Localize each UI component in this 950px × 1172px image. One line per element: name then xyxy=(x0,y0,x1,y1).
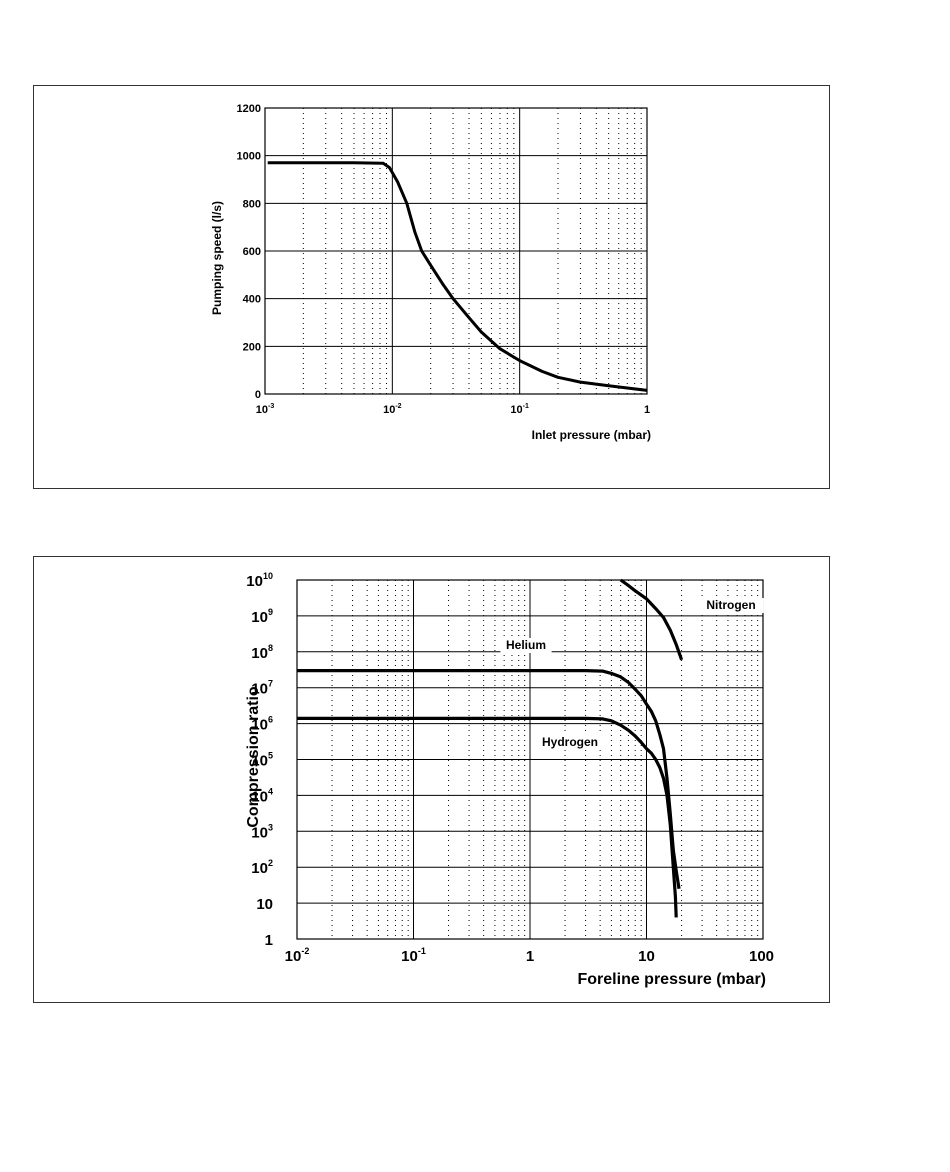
hydrogen-curve xyxy=(297,716,678,918)
y-axis-label: Compression ratio xyxy=(245,686,262,828)
x-axis-label: Inlet pressure (mbar) xyxy=(532,428,651,442)
y-tick-label: 1 xyxy=(265,932,273,949)
x-tick-label: 10-1 xyxy=(510,403,529,416)
y-tick-label: 800 xyxy=(243,198,261,210)
pumping-speed-curve xyxy=(267,161,648,392)
y-tick-label: 106 xyxy=(251,715,273,734)
x-tick-label: 1 xyxy=(526,948,534,965)
y-tick-label: 400 xyxy=(243,294,261,306)
series-label-bg xyxy=(698,598,764,613)
x-tick-label: 10-1 xyxy=(401,946,426,965)
y-tick-label: 102 xyxy=(251,858,273,877)
plot-frame xyxy=(296,579,764,940)
pumping-speed-panel: 0 200 400 600 800 1000 1200 10-3 10-2 10-1 1 Pumpi… xyxy=(33,85,830,489)
x-tick-label: 100 xyxy=(749,948,774,965)
compression-ratio-panel: 1 10 102 103 104 105 106 107 108 109 1010 10-2 10-1 1… xyxy=(33,556,830,1003)
hydrogen-label: Hydrogen xyxy=(542,735,598,749)
nitrogen-label: Nitrogen xyxy=(706,598,755,612)
y-axis-label: Pumping speed (l/s) xyxy=(210,201,224,315)
x-tick-label: 1 xyxy=(644,404,650,416)
y-tick-label: 1010 xyxy=(246,571,273,590)
compression-ratio-chart: 1 10 102 103 104 105 106 107 108 109 1010 10-2 10-1 1… xyxy=(245,571,774,988)
pumping-speed-chart: 0 200 400 600 800 1000 1200 10-3 10-2 10-1 1 Pumpi… xyxy=(210,103,651,442)
helium-label: Helium xyxy=(506,638,546,652)
y-tick-label: 200 xyxy=(243,341,261,353)
x-tick-label: 10 xyxy=(638,948,655,965)
plot-frame xyxy=(264,107,648,395)
y-tick-label: 0 xyxy=(255,389,261,401)
x-tick-label: 10-2 xyxy=(383,403,402,416)
x-tick-label: 10-3 xyxy=(256,403,275,416)
series-label-bg xyxy=(537,735,603,750)
series-label-bg xyxy=(500,638,552,653)
x-tick-label: 10-2 xyxy=(285,946,310,965)
y-tick-label: 10 xyxy=(256,896,273,913)
helium-curve xyxy=(297,669,681,890)
nitrogen-curve xyxy=(619,578,684,661)
y-tick-label: 1000 xyxy=(237,151,261,163)
y-tick-label: 104 xyxy=(251,786,273,805)
y-tick-label: 108 xyxy=(251,643,273,662)
y-tick-label: 1200 xyxy=(237,103,261,115)
y-tick-label: 103 xyxy=(251,822,273,841)
y-tick-label: 107 xyxy=(251,679,273,698)
y-tick-label: 600 xyxy=(243,246,261,258)
y-tick-label: 109 xyxy=(251,607,273,626)
x-axis-label: Foreline pressure (mbar) xyxy=(578,971,767,988)
y-tick-label: 105 xyxy=(251,751,273,770)
